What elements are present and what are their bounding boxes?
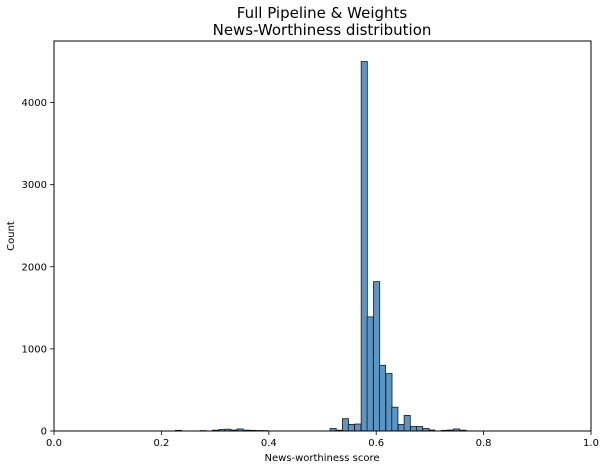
histogram-bar [354,423,362,432]
x-tick-label: 0.6 [368,438,384,449]
y-tick-label: 1000 [22,344,47,355]
x-tick-label: 1.0 [583,438,599,449]
chart-subtitle: News-Worthiness distribution [213,21,432,39]
y-tick-label: 3000 [22,180,47,191]
histogram-bar [385,373,393,432]
histogram-bars [174,61,467,432]
histogram-bar [379,364,386,432]
histogram-bar [360,61,368,432]
x-axis-ticks: 0.0 0.2 0.4 0.6 0.8 1.0 [46,431,599,449]
y-axis-ticks: 0 1000 2000 3000 4000 [22,98,54,438]
histogram-bar [391,406,399,432]
y-tick-label: 4000 [22,98,47,109]
x-tick-label: 0.4 [261,438,277,449]
histogram-bar [341,418,349,432]
x-tick-label: 0.8 [476,438,492,449]
histogram-bar [410,426,418,432]
histogram-bar [397,424,405,432]
histogram-bar [373,281,381,432]
y-tick-label: 0 [41,427,47,438]
histogram-bar [403,414,411,432]
x-tick-label: 0.0 [46,438,62,449]
x-tick-label: 0.2 [153,438,169,449]
y-axis-label: Count [6,221,17,251]
y-tick-label: 2000 [22,262,47,273]
x-axis-label: News-worthiness score [264,453,379,464]
histogram-bar [416,426,424,432]
plot-frame [53,40,592,432]
histogram-bar [366,316,374,432]
histogram-bar [347,424,355,432]
chart-title: Full Pipeline & Weights [237,4,408,22]
